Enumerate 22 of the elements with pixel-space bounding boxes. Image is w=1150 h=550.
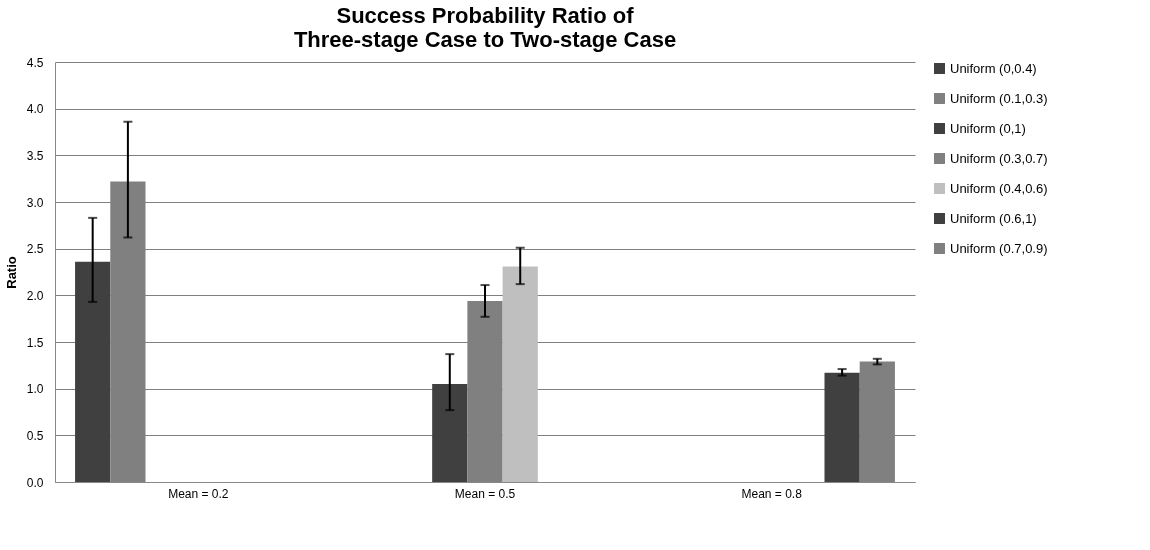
- y-tick-label: 1.5: [26, 335, 44, 350]
- legend-label: Uniform (0.7,0.9): [950, 240, 1048, 256]
- legend-label: Uniform (0.4,0.6): [950, 180, 1048, 196]
- legend-label: Uniform (0,1): [950, 120, 1026, 136]
- legend-label: Uniform (0,0.4): [950, 60, 1037, 76]
- x-tick-label: Mean = 0.2: [168, 486, 229, 501]
- y-tick-label: 3.5: [26, 148, 44, 163]
- y-tick-label: 1.0: [26, 382, 44, 397]
- x-tick-label: Mean = 0.5: [454, 486, 516, 501]
- x-tick-label: Mean = 0.8: [741, 486, 803, 501]
- chart-title: Success Probability Ratio of Three-stage Case to Two-stage Case: [293, 3, 677, 52]
- y-tick-label: 2.0: [26, 288, 44, 303]
- legend-label: Uniform (0.6,1): [950, 210, 1037, 226]
- y-axis-title: Ratio: [3, 256, 19, 289]
- y-tick-label: 3.0: [26, 195, 44, 210]
- legend-label: Uniform (0.1,0.3): [950, 90, 1048, 106]
- y-tick-label: 0.0: [26, 475, 44, 490]
- y-tick-label: 4.5: [26, 55, 44, 70]
- y-tick-label: 2.5: [26, 242, 44, 257]
- y-tick-label: 4.0: [26, 102, 44, 117]
- legend-label: Uniform (0.3,0.7): [950, 150, 1048, 166]
- y-tick-label: 0.5: [26, 428, 44, 443]
